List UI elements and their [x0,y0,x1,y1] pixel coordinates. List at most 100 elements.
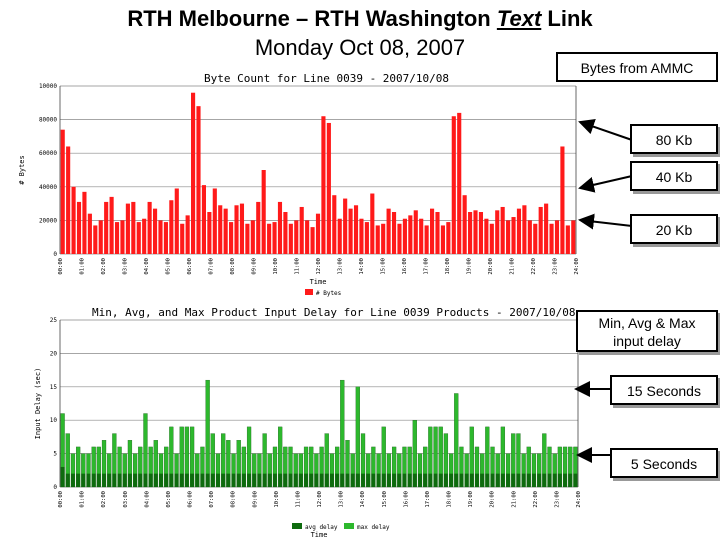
callout-40kb: 40 Kb [630,161,718,191]
bytes-bar [163,222,168,254]
delay-bar-avg [304,473,309,487]
bytes-title: Byte Count for Line 0039 - 2007/10/08 [204,72,449,85]
bytes-bar [359,218,364,254]
bytes-xtick-label: 08:00 [230,258,236,275]
bytes-legend-label: # Bytes [316,290,342,297]
bytes-bar [326,122,331,255]
delay-bar-avg [350,473,355,487]
delay-bar-avg [418,473,422,487]
delay-bar-avg [226,473,231,487]
bytes-xtick-label: 12:00 [316,258,322,275]
bytes-xtick-label: 01:00 [80,258,86,275]
delay-bar-avg [86,473,91,487]
callout-15sec: 15 Seconds [610,375,718,405]
bytes-bar [234,205,239,254]
delay-xtick-label: 08:00 [231,491,237,508]
bytes-bar [120,220,125,254]
bytes-bar [549,223,554,254]
bytes-ytick-label: 40000 [39,184,57,191]
delay-bar-avg [221,473,226,487]
delay-bar-avg [386,473,391,487]
delay-bar-avg [464,473,469,487]
delay-ytick-label: 0 [53,484,57,491]
bytes-bar [527,220,532,254]
delay-xtick-label: 15:00 [382,491,388,508]
bytes-bar [131,201,136,254]
delay-bar-avg [273,473,277,487]
bytes-xtick-label: 16:00 [402,258,408,275]
bytes-bar [500,206,505,254]
delay-bar-avg [76,473,81,487]
bytes-xlabel: Time [310,278,327,286]
delay-bar-avg [293,473,298,487]
delay-bar-avg [454,473,459,487]
bytes-ytick-label: 80000 [39,117,57,124]
bytes-bar [315,213,321,254]
delay-bar-avg [537,473,542,487]
delay-bar-avg [91,473,96,487]
bytes-bar [462,195,467,254]
delay-xtick-label: 16:00 [403,491,409,508]
bytes-ytick-label: 10000 [39,83,57,90]
bytes-bar [424,225,429,254]
bytes-bar [218,205,223,254]
delay-bar-avg [314,473,319,487]
delay-xtick-label: 23:00 [554,491,560,508]
delay-xtick-label: 14:00 [360,491,366,508]
bytes-bar [343,198,348,254]
bytes-bar [565,225,570,254]
bytes-bar [185,215,190,254]
bytes-bar [473,210,478,254]
delay-bar-avg [133,473,138,487]
delay-bar-avg [107,473,112,487]
bytes-ylabel: # Bytes [18,155,26,185]
bytes-bar [446,222,451,254]
delay-bar-avg [433,473,438,487]
bytes-bar [223,208,228,254]
callout-arrows [574,119,633,463]
bytes-xtick-label: 24:00 [574,258,580,275]
delay-bar-avg [169,473,174,487]
bytes-bar [332,195,337,254]
bytes-xtick-label: 00:00 [58,258,64,275]
delay-bar-avg [552,473,557,487]
delay-bar-avg [309,473,314,487]
delay-bar-avg [278,473,283,487]
delay-bar-avg [407,473,412,487]
bytes-xtick-label: 06:00 [187,258,193,275]
bytes-bar [136,222,141,254]
delay-bar-avg [159,473,163,487]
delay-xtick-label: 00:00 [58,491,64,508]
delay-bar-avg [236,473,241,487]
delay-bar-max [454,393,459,488]
bytes-bar [76,201,82,254]
delay-xlabel: Time [311,531,328,539]
delay-xtick-label: 18:00 [447,491,453,508]
delay-bar-avg [210,473,215,487]
bytes-bar [114,222,120,254]
arrow-40kb [578,175,633,193]
bytes-bar [506,220,511,254]
slide-title: RTH Melbourne – RTH Washington Text Link [0,6,720,32]
delay-bar-avg [547,473,552,487]
delay-xtick-label: 24:00 [576,491,582,508]
bytes-bar [272,222,277,254]
delay-bar-avg [469,473,474,487]
delay-bar-avg [153,473,158,487]
delay-bar-avg [174,473,179,487]
delay-bar-avg [485,473,490,487]
bytes-bar [207,212,212,254]
delay-bar-avg [340,473,345,487]
bytes-bar [495,210,500,254]
delay-xtick-label: 21:00 [511,491,517,508]
bytes-bar [212,188,217,254]
bytes-bar [294,220,299,254]
bytes-bar [468,212,473,254]
delay-bar-avg [184,473,189,487]
delay-ylabel: Input Delay (sec) [34,368,42,440]
delay-ytick-label: 10 [50,417,58,424]
arrow-20kb [578,213,633,230]
bytes-bar [435,212,440,254]
delay-bar-avg [148,473,153,487]
bytes-xtick-label: 05:00 [166,258,172,275]
